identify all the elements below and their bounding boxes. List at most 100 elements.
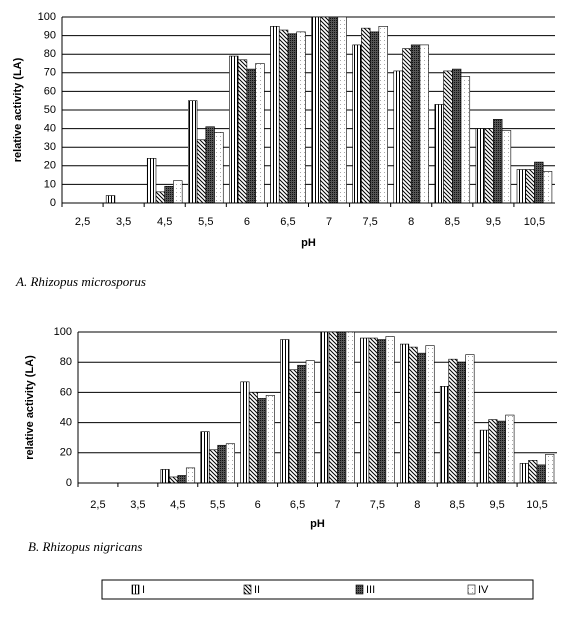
- bar: [475, 128, 485, 204]
- y-tick-label: 100: [38, 11, 56, 23]
- bar: [214, 132, 224, 204]
- x-tick-label: 4,5: [170, 499, 185, 511]
- bar: [451, 68, 462, 204]
- y-tick-label: 100: [54, 326, 72, 338]
- bar: [287, 33, 297, 204]
- bar: [208, 449, 219, 484]
- x-tick-label: 6: [255, 499, 261, 511]
- bar: [270, 25, 280, 204]
- bar: [288, 369, 298, 484]
- y-tick-label: 50: [44, 104, 56, 116]
- bar: [393, 70, 403, 204]
- y-tick-label: 40: [60, 417, 72, 429]
- y-tick-label: 90: [44, 30, 56, 42]
- bar: [337, 331, 347, 484]
- x-tick-label: 2,5: [75, 216, 90, 228]
- bar: [484, 128, 494, 204]
- bar: [377, 339, 387, 484]
- x-tick-label: 8: [414, 499, 420, 511]
- x-tick-label: 8,5: [450, 499, 465, 511]
- bar: [255, 63, 265, 204]
- bar: [505, 414, 515, 484]
- bar: [240, 381, 250, 484]
- bar: [305, 360, 315, 484]
- y-axis-label: relative activity (LA): [12, 57, 24, 162]
- legend-swatch: [467, 584, 476, 595]
- bar: [408, 346, 418, 484]
- bar: [425, 345, 435, 484]
- y-tick-label: 20: [60, 447, 72, 459]
- x-tick-label: 6,5: [290, 499, 305, 511]
- bar: [328, 331, 338, 484]
- bar: [337, 16, 347, 204]
- y-tick-label: 60: [60, 386, 72, 398]
- bar: [528, 460, 538, 484]
- bar: [155, 191, 166, 204]
- bar: [488, 419, 498, 484]
- legend-swatch: [355, 584, 364, 595]
- bar: [400, 343, 410, 484]
- bar: [465, 354, 475, 484]
- x-tick-label: 9,5: [486, 216, 501, 228]
- bar: [456, 361, 466, 484]
- caption: B. Rhizopus nigricans: [28, 539, 142, 554]
- y-tick-label: 80: [60, 356, 72, 368]
- bar: [368, 337, 378, 484]
- y-tick-label: 0: [50, 197, 56, 209]
- x-axis-label: pH: [301, 237, 316, 249]
- x-tick-label: 7,5: [362, 216, 377, 228]
- y-tick-label: 20: [44, 160, 56, 172]
- bar: [443, 70, 453, 204]
- bar: [320, 16, 330, 204]
- y-tick-label: 60: [44, 85, 56, 97]
- bar: [169, 476, 179, 484]
- x-tick-label: 4,5: [157, 216, 172, 228]
- legend-label: IV: [478, 584, 489, 596]
- x-tick-label: 5,5: [210, 499, 225, 511]
- bar: [516, 169, 527, 204]
- y-axis-label: relative activity (LA): [24, 355, 36, 460]
- bar: [229, 55, 239, 204]
- bar: [534, 161, 544, 204]
- x-tick-label: 9,5: [489, 499, 504, 511]
- bar: [246, 68, 256, 204]
- caption: A. Rhizopus microsporus: [15, 274, 146, 289]
- x-tick-label: 7,5: [370, 499, 385, 511]
- bar: [265, 395, 275, 484]
- bar: [205, 126, 215, 204]
- bar: [173, 180, 183, 204]
- y-tick-label: 10: [44, 178, 56, 190]
- bar: [525, 169, 535, 204]
- x-tick-label: 5,5: [198, 216, 213, 228]
- bar: [519, 463, 529, 484]
- x-tick-label: 10,5: [524, 216, 545, 228]
- bar: [385, 336, 395, 484]
- bar: [188, 100, 198, 204]
- legend-label: III: [366, 584, 375, 596]
- y-tick-label: 40: [44, 123, 56, 135]
- x-tick-label: 2,5: [90, 499, 105, 511]
- bar: [545, 454, 555, 484]
- bar: [146, 158, 157, 204]
- x-tick-label: 3,5: [130, 499, 145, 511]
- legend-swatch: [131, 584, 140, 595]
- bar: [416, 352, 427, 484]
- bar: [542, 171, 553, 204]
- bar: [311, 16, 321, 204]
- bar: [501, 130, 512, 204]
- bar: [105, 195, 116, 204]
- bar: [248, 392, 258, 484]
- bar: [460, 76, 471, 204]
- bar: [185, 467, 196, 484]
- bar: [493, 119, 503, 204]
- y-tick-label: 80: [44, 48, 56, 60]
- bar: [200, 431, 210, 484]
- bar: [410, 44, 421, 204]
- bar: [160, 469, 170, 484]
- bar: [257, 398, 267, 484]
- bar: [296, 31, 306, 204]
- bar: [496, 420, 506, 484]
- legend-label: II: [254, 584, 260, 596]
- bar: [448, 358, 458, 484]
